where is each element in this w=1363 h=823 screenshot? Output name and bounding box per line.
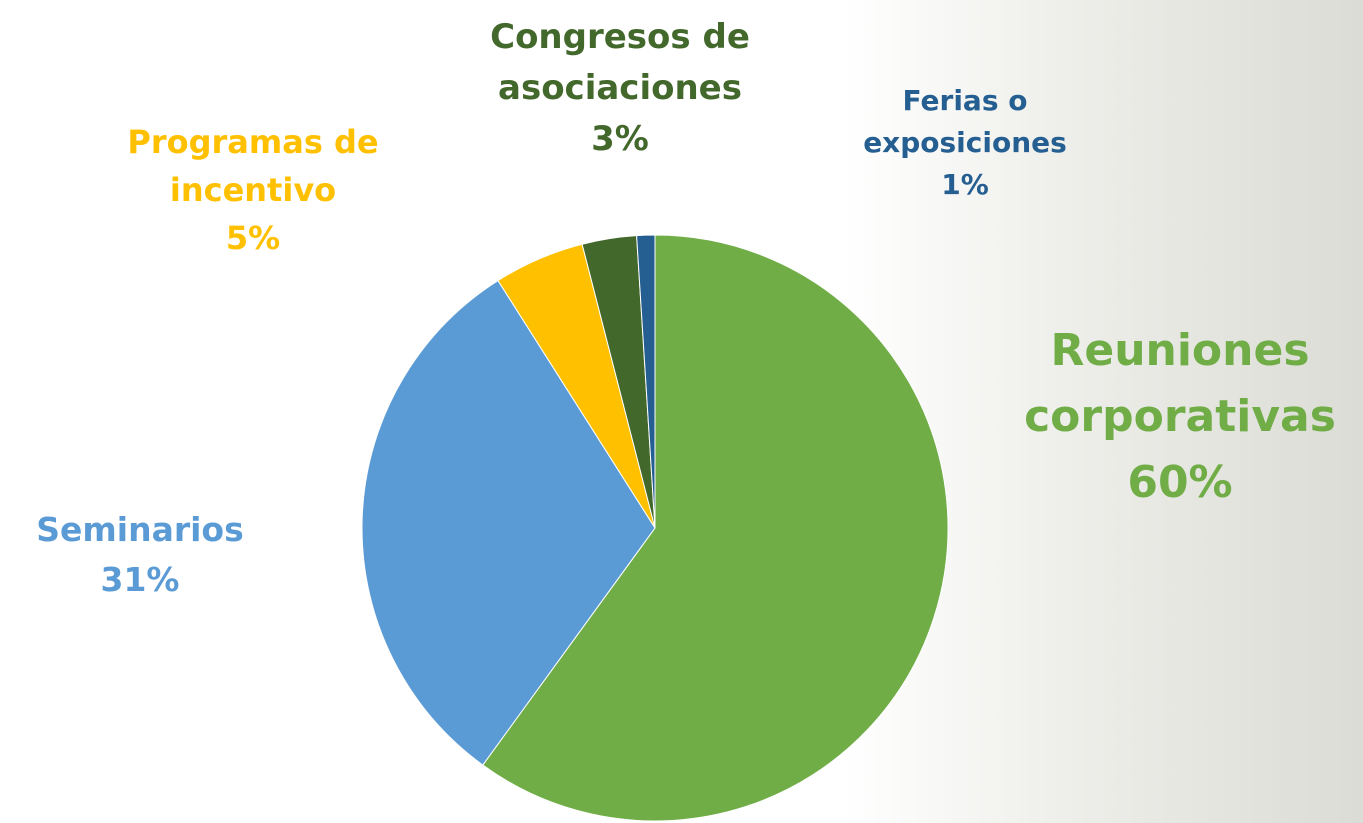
category-name: Congresos de asociaciones (490, 17, 750, 108)
slice-label: Programas de incentivo 5% (103, 118, 403, 262)
pie-slice (361, 279, 656, 766)
slice-label: Ferias o exposiciones 1% (835, 80, 1095, 206)
percentage: 60% (1127, 457, 1233, 508)
category-name: Ferias o exposiciones (863, 84, 1067, 159)
category-name: Programas de incentivo (127, 123, 379, 209)
slice-label: Congresos de asociaciones 3% (455, 12, 785, 165)
percentage: 5% (225, 219, 281, 257)
pie-slice (482, 234, 949, 822)
slice-label: Seminarios 31% (0, 505, 290, 604)
pie-slice (636, 234, 656, 529)
percentage: 1% (941, 168, 989, 201)
percentage: 3% (591, 119, 649, 159)
percentage: 31% (100, 559, 180, 599)
category-name: Seminarios (36, 510, 244, 549)
slice-label: Reuniones corporativas 60% (980, 318, 1363, 516)
category-name: Reuniones corporativas (1024, 325, 1336, 442)
